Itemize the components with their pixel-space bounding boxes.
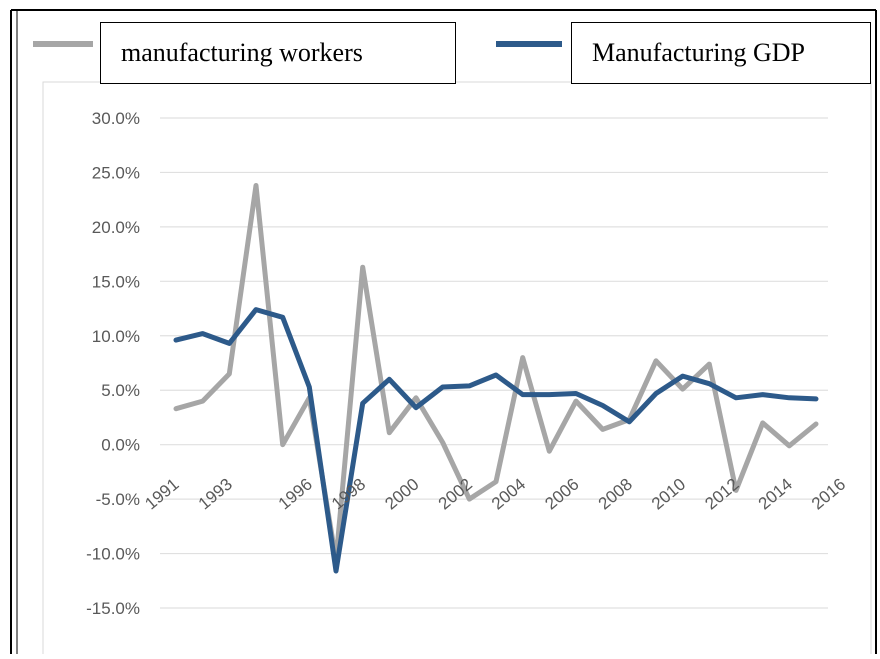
y-tick-label: 20.0%	[92, 218, 140, 237]
y-tick-label: 30.0%	[92, 109, 140, 128]
y-tick-label: -15.0%	[86, 599, 140, 618]
y-tick-label: 5.0%	[101, 381, 140, 400]
legend-item-manufacturing-workers: manufacturing workers	[100, 22, 456, 84]
series-lines	[173, 183, 819, 574]
y-tick-label: 10.0%	[92, 327, 140, 346]
series-line-manufacturing-workers	[173, 183, 819, 563]
legend-item-manufacturing-gdp: Manufacturing GDP	[571, 22, 871, 84]
series-line-manufacturing-gdp	[173, 307, 819, 574]
legend-label: manufacturing workers	[121, 38, 363, 67]
y-axis-ticks: 30.0% 25.0% 20.0% 15.0% 10.0% 5.0% 0.0% -5.0% -1…	[86, 109, 140, 618]
y-tick-label: 25.0%	[92, 163, 140, 182]
y-tick-label: -5.0%	[96, 490, 140, 509]
legend-label: Manufacturing GDP	[592, 38, 806, 67]
y-tick-label: 0.0%	[101, 436, 140, 455]
y-tick-label: 15.0%	[92, 272, 140, 291]
y-tick-label: -10.0%	[86, 545, 140, 564]
